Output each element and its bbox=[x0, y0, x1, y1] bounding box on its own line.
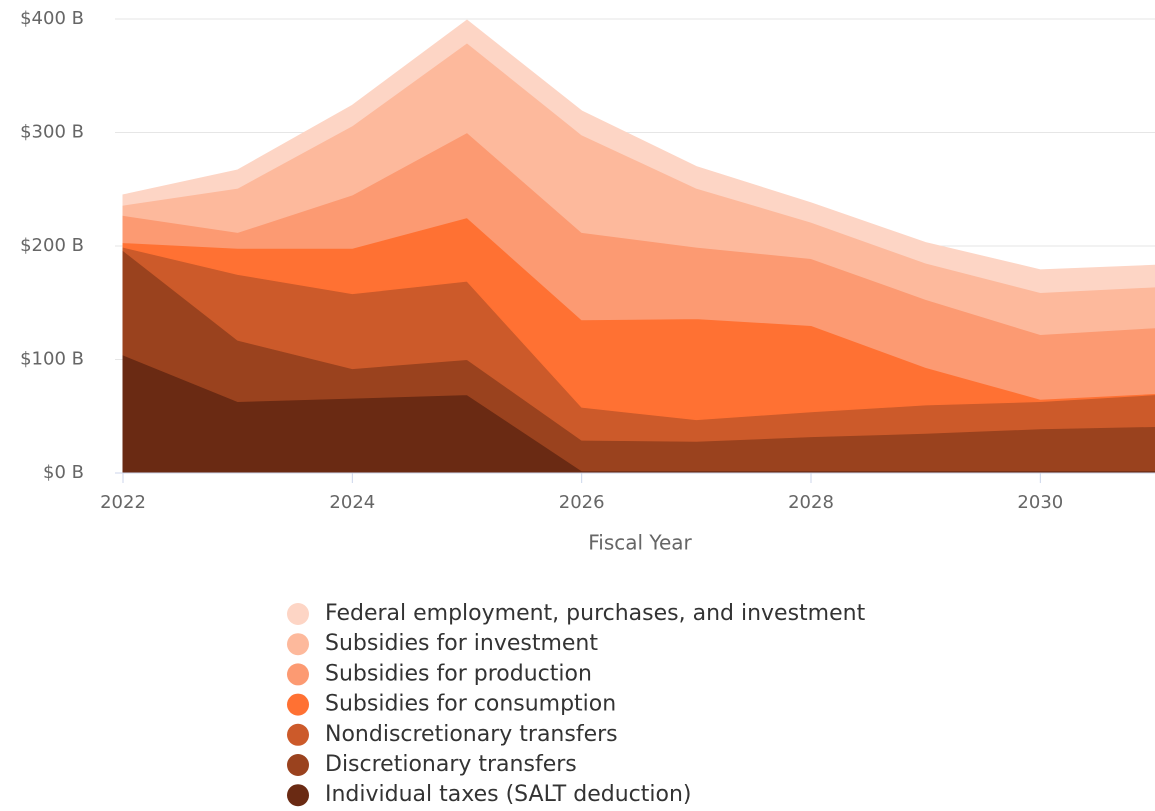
legend-swatch bbox=[287, 723, 309, 746]
x-tick-label: 2030 bbox=[1017, 492, 1063, 513]
x-tick-label: 2024 bbox=[329, 492, 375, 513]
legend-label: Subsidies for production bbox=[325, 661, 592, 686]
legend-label: Discretionary transfers bbox=[325, 752, 577, 777]
legend-swatch bbox=[287, 754, 309, 776]
legend-swatch bbox=[287, 603, 309, 625]
x-tick-label: 2022 bbox=[100, 492, 146, 513]
legend-swatch bbox=[287, 784, 309, 807]
x-axis-title: Fiscal Year bbox=[588, 531, 692, 555]
legend-label: Subsidies for consumption bbox=[325, 692, 616, 717]
y-tick-label: $200 B bbox=[20, 235, 84, 256]
x-tick-label: 2028 bbox=[788, 492, 834, 513]
legend-swatch bbox=[287, 663, 309, 686]
legend-swatch bbox=[287, 693, 309, 716]
x-tick-label: 2026 bbox=[559, 492, 605, 513]
y-tick-label: $400 B bbox=[20, 8, 84, 29]
legend-label: Subsidies for investment bbox=[325, 631, 598, 656]
area bbox=[122, 19, 1155, 294]
y-tick-label: $0 B bbox=[43, 462, 84, 483]
y-tick-label: $300 B bbox=[20, 122, 84, 143]
y-tick-label: $100 B bbox=[20, 349, 84, 370]
legend-label: Individual taxes (SALT deduction) bbox=[325, 782, 691, 807]
legend-swatch bbox=[287, 633, 309, 656]
legend-label: Federal employment, purchases, and inves… bbox=[325, 601, 866, 626]
legend-label: Nondiscretionary transfers bbox=[325, 722, 618, 747]
